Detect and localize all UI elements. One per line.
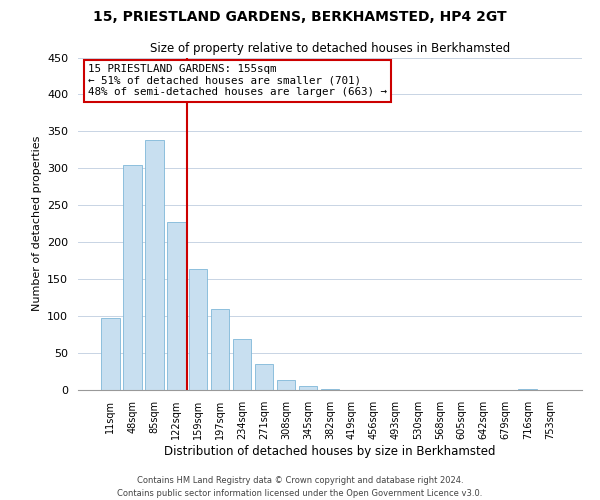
Bar <box>189 269 208 390</box>
Text: Contains HM Land Registry data © Crown copyright and database right 2024.
Contai: Contains HM Land Registry data © Crown c… <box>118 476 482 498</box>
X-axis label: Distribution of detached houses by size in Berkhamsted: Distribution of detached houses by size … <box>164 444 496 458</box>
Bar <box>145 140 164 390</box>
Bar <box>233 339 251 390</box>
Title: Size of property relative to detached houses in Berkhamsted: Size of property relative to detached ho… <box>150 42 510 55</box>
Text: 15 PRIESTLAND GARDENS: 155sqm
← 51% of detached houses are smaller (701)
48% of : 15 PRIESTLAND GARDENS: 155sqm ← 51% of d… <box>88 64 387 98</box>
Y-axis label: Number of detached properties: Number of detached properties <box>32 136 41 312</box>
Bar <box>277 380 295 390</box>
Bar <box>167 222 185 390</box>
Bar <box>101 318 119 390</box>
Bar <box>299 386 317 390</box>
Bar <box>255 364 274 390</box>
Bar <box>320 388 340 390</box>
Text: 15, PRIESTLAND GARDENS, BERKHAMSTED, HP4 2GT: 15, PRIESTLAND GARDENS, BERKHAMSTED, HP4… <box>93 10 507 24</box>
Bar <box>211 310 229 390</box>
Bar <box>518 388 537 390</box>
Bar <box>123 164 142 390</box>
